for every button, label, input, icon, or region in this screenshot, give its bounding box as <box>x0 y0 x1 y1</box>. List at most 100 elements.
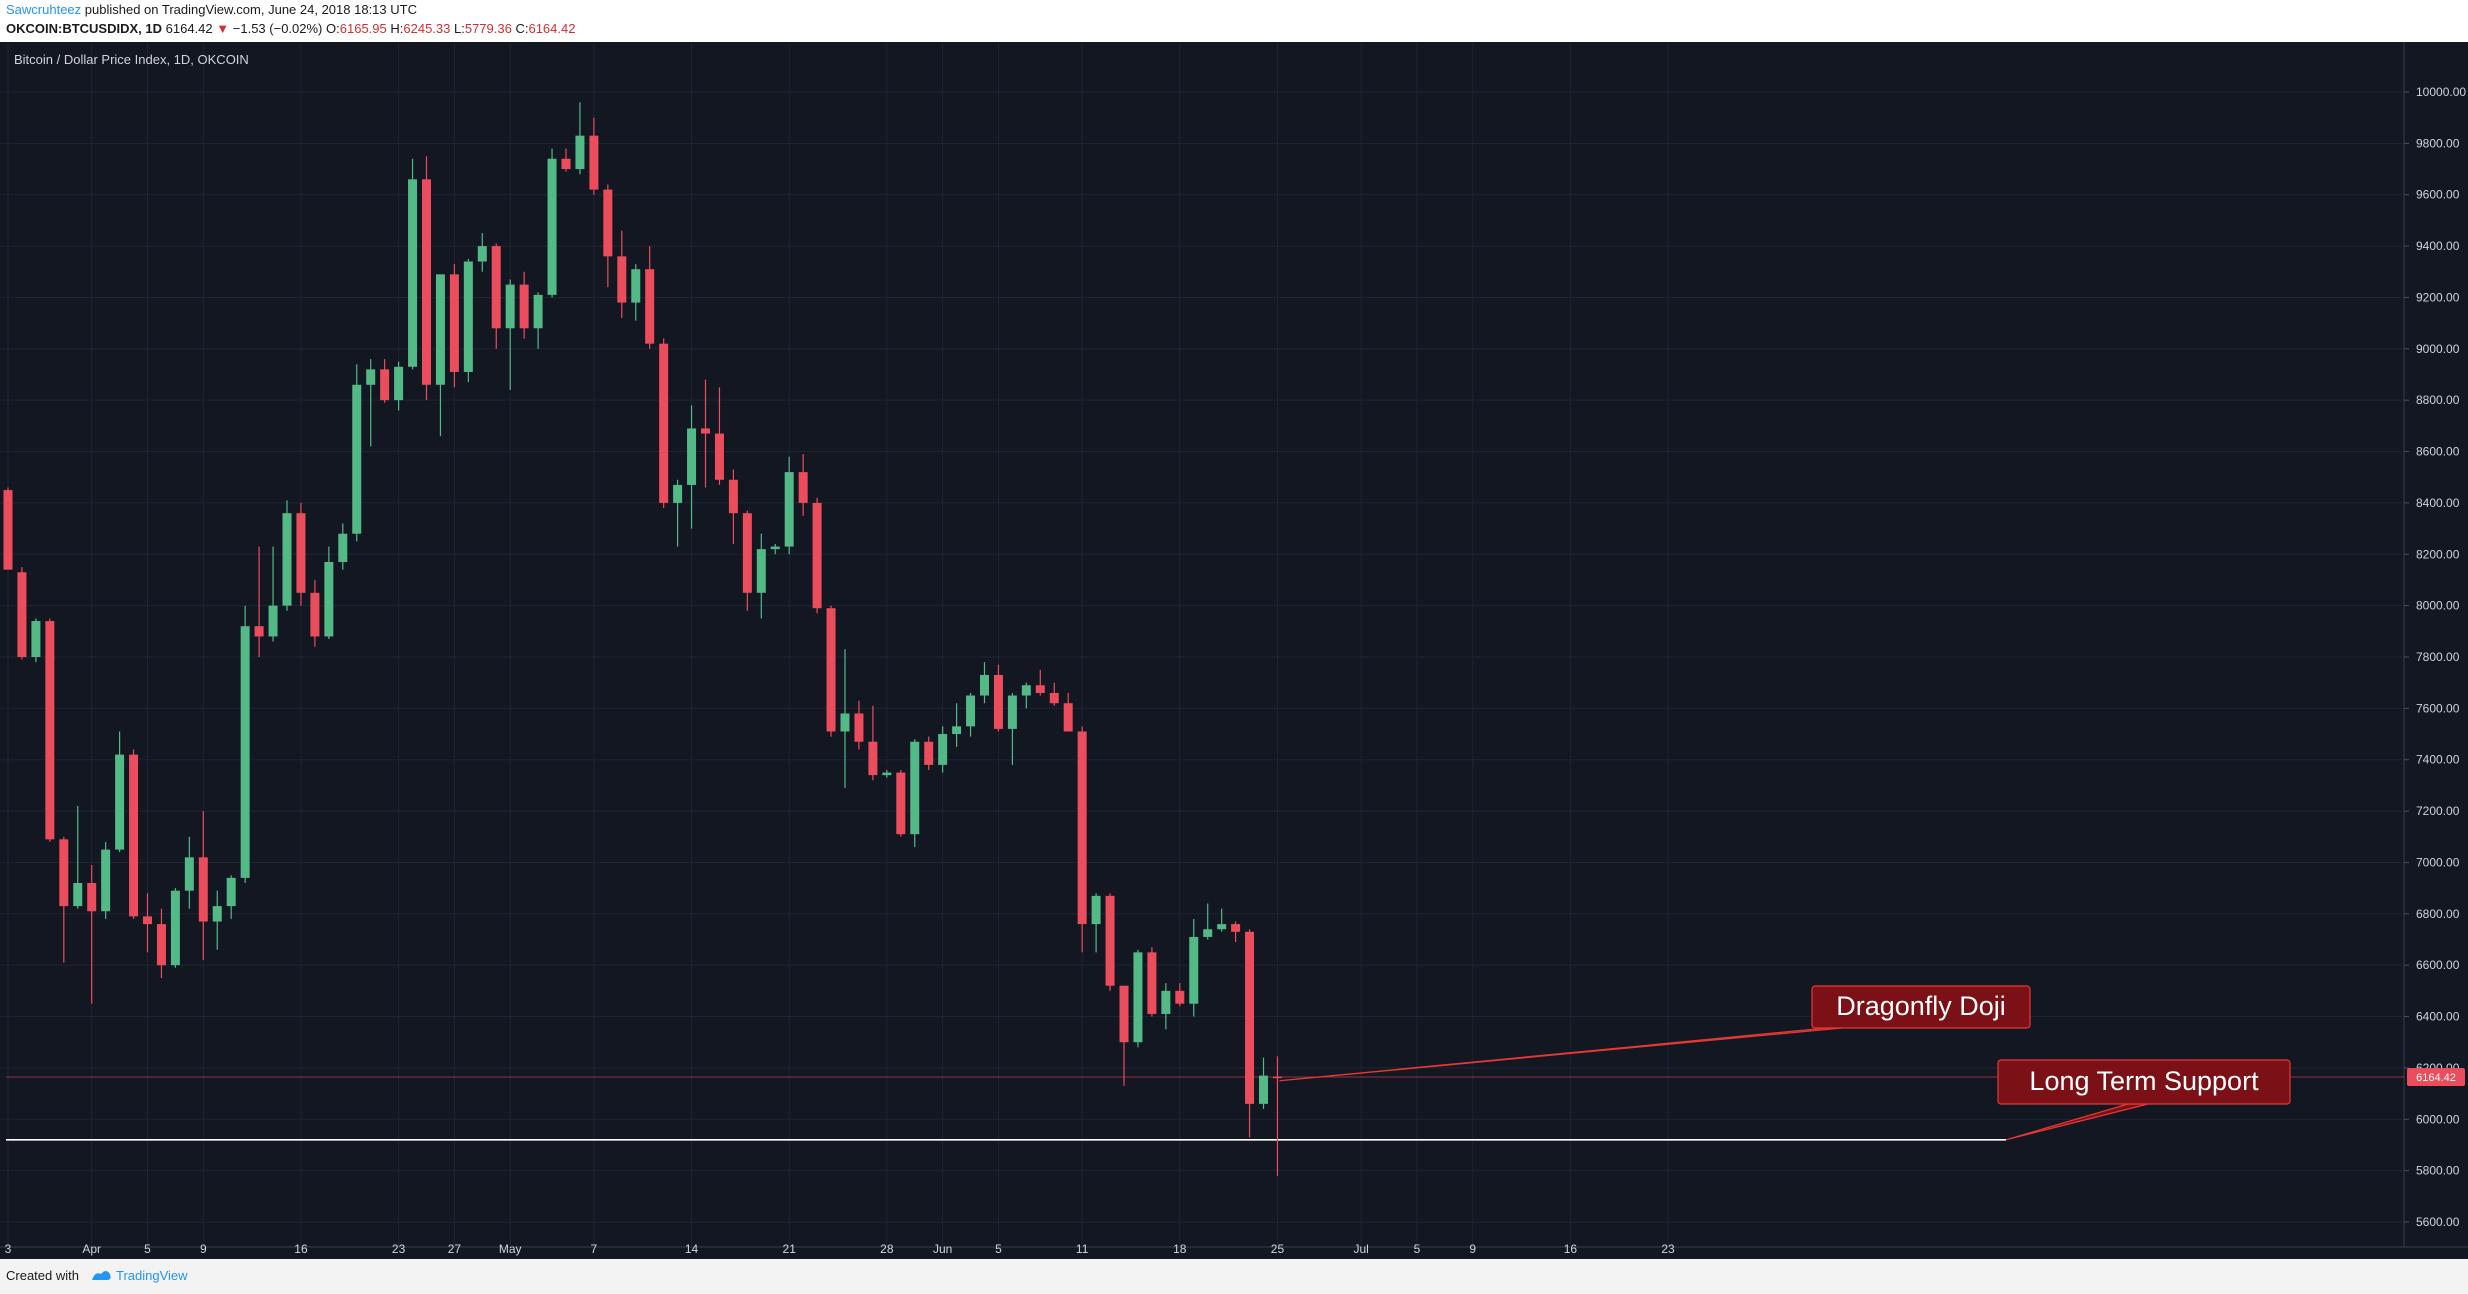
candle-body <box>742 513 752 593</box>
x-tick-label: 16 <box>294 1242 308 1256</box>
annotation-long-term-support: Long Term Support <box>2029 1066 2259 1096</box>
y-tick-label: 8400.00 <box>2416 496 2460 510</box>
candle-body <box>547 158 557 295</box>
candle-body <box>491 246 501 329</box>
candle-body <box>854 713 864 742</box>
candle-body <box>1049 692 1059 704</box>
high-label: H: <box>390 21 404 36</box>
candle-body <box>129 754 139 917</box>
y-tick-label: 9200.00 <box>2416 290 2460 304</box>
candle-body <box>603 189 613 257</box>
tradingview-brand-text: TradingView <box>116 1268 188 1283</box>
x-tick-label: 9 <box>200 1242 207 1256</box>
ohlc-summary: OKCOIN:BTCUSDIDX, 1D 6164.42 ▼ −1.53 (−0… <box>6 21 575 36</box>
y-tick-label: 7800.00 <box>2416 650 2460 664</box>
price-axis-background <box>2404 42 2468 1247</box>
candle-body <box>435 274 445 385</box>
x-tick-label: 9 <box>1469 1242 1476 1256</box>
annotation-box-dragonfly <box>1811 985 2031 1029</box>
x-tick-label: 28 <box>880 1242 894 1256</box>
candle-body <box>770 546 780 550</box>
candle-body <box>966 695 976 727</box>
x-tick-label: Jun <box>933 1242 952 1256</box>
candle-body <box>45 621 55 840</box>
last-price: 6164.42 <box>165 21 213 36</box>
candle-body <box>366 369 376 385</box>
x-tick-label: 23 <box>1661 1242 1675 1256</box>
candle-body <box>212 906 222 922</box>
x-tick-label: 25 <box>1271 1242 1285 1256</box>
candle-body <box>1161 990 1171 1014</box>
annotation-box-support <box>1997 1059 2291 1105</box>
candle-body <box>268 605 278 637</box>
low-label: L: <box>454 21 465 36</box>
y-tick-label: 6600.00 <box>2416 958 2460 972</box>
candle-body <box>952 726 962 735</box>
chart-title: Bitcoin / Dollar Price Index, 1D, OKCOIN <box>14 52 249 67</box>
candle-body <box>101 849 111 912</box>
annotation-dragonfly-doji: Dragonfly Doji <box>1836 991 2006 1021</box>
close-value: 6164.42 <box>528 21 576 36</box>
change-down-icon: ▼ <box>216 21 230 36</box>
candle-body <box>1217 924 1227 930</box>
candle-body <box>170 890 180 966</box>
candle-body <box>1147 952 1157 1014</box>
candle-body <box>645 269 655 344</box>
candle-body <box>1259 1075 1268 1104</box>
candle-body <box>422 179 431 385</box>
candle-body <box>882 772 892 776</box>
author-link[interactable]: Sawcruhteez <box>6 2 82 17</box>
candle-body <box>352 384 362 534</box>
y-tick-label: 8600.00 <box>2416 445 2460 459</box>
candle-body <box>463 261 473 372</box>
candle-body <box>1245 931 1255 1104</box>
candle-body <box>394 366 404 401</box>
candle-body <box>784 472 794 547</box>
candle-body <box>1105 895 1115 986</box>
x-tick-label: 7 <box>591 1242 598 1256</box>
x-tick-label: 21 <box>783 1242 797 1256</box>
y-tick-label: 9000.00 <box>2416 342 2460 356</box>
candle-body <box>1063 703 1073 732</box>
x-tick-label: 16 <box>1564 1242 1578 1256</box>
candle-body <box>868 741 878 776</box>
candle-body <box>826 608 836 732</box>
candle-body <box>296 513 306 593</box>
tradingview-link[interactable]: TradingView <box>90 1268 188 1283</box>
current-price-tag <box>2407 1068 2465 1087</box>
candle-body <box>324 561 334 637</box>
x-tick-label: Apr <box>82 1242 101 1256</box>
candlestick-chart[interactable]: 5600.005800.006000.006200.006400.006600.… <box>0 42 2468 1259</box>
candle-body <box>1077 731 1087 925</box>
candle-body <box>3 490 13 570</box>
price-change: −1.53 (−0.02%) <box>232 21 323 36</box>
y-tick-label: 8200.00 <box>2416 547 2460 561</box>
candle-body <box>589 135 599 190</box>
y-tick-label: 7400.00 <box>2416 753 2460 767</box>
open-value: 6165.95 <box>339 21 387 36</box>
published-text: published on TradingView.com, June 24, 2… <box>81 2 417 17</box>
candle-body <box>561 158 571 170</box>
candle-body <box>1091 895 1101 925</box>
candle-body <box>310 592 320 637</box>
x-tick-label: 27 <box>448 1242 462 1256</box>
y-tick-label: 6000.00 <box>2416 1112 2460 1126</box>
candle-body <box>240 626 250 878</box>
candle-body <box>477 246 487 262</box>
x-tick-label: May <box>499 1242 522 1256</box>
candle-body <box>519 284 529 329</box>
candle-body <box>226 877 236 907</box>
y-tick-label: 7200.00 <box>2416 804 2460 818</box>
candle-body <box>156 924 166 966</box>
current-price-label: 6164.42 <box>2416 1072 2456 1084</box>
candle-body <box>449 274 459 372</box>
candle-body <box>380 369 390 401</box>
x-tick-label: 5 <box>144 1242 151 1256</box>
candle-body <box>896 772 906 835</box>
x-tick-label: 5 <box>995 1242 1002 1256</box>
candle-body <box>924 741 934 765</box>
x-tick-label: Jul <box>1353 1242 1368 1256</box>
y-tick-label: 8800.00 <box>2416 393 2460 407</box>
publication-line: Sawcruhteez published on TradingView.com… <box>6 2 417 17</box>
symbol-label: OKCOIN:BTCUSDIDX, 1D <box>6 21 163 36</box>
